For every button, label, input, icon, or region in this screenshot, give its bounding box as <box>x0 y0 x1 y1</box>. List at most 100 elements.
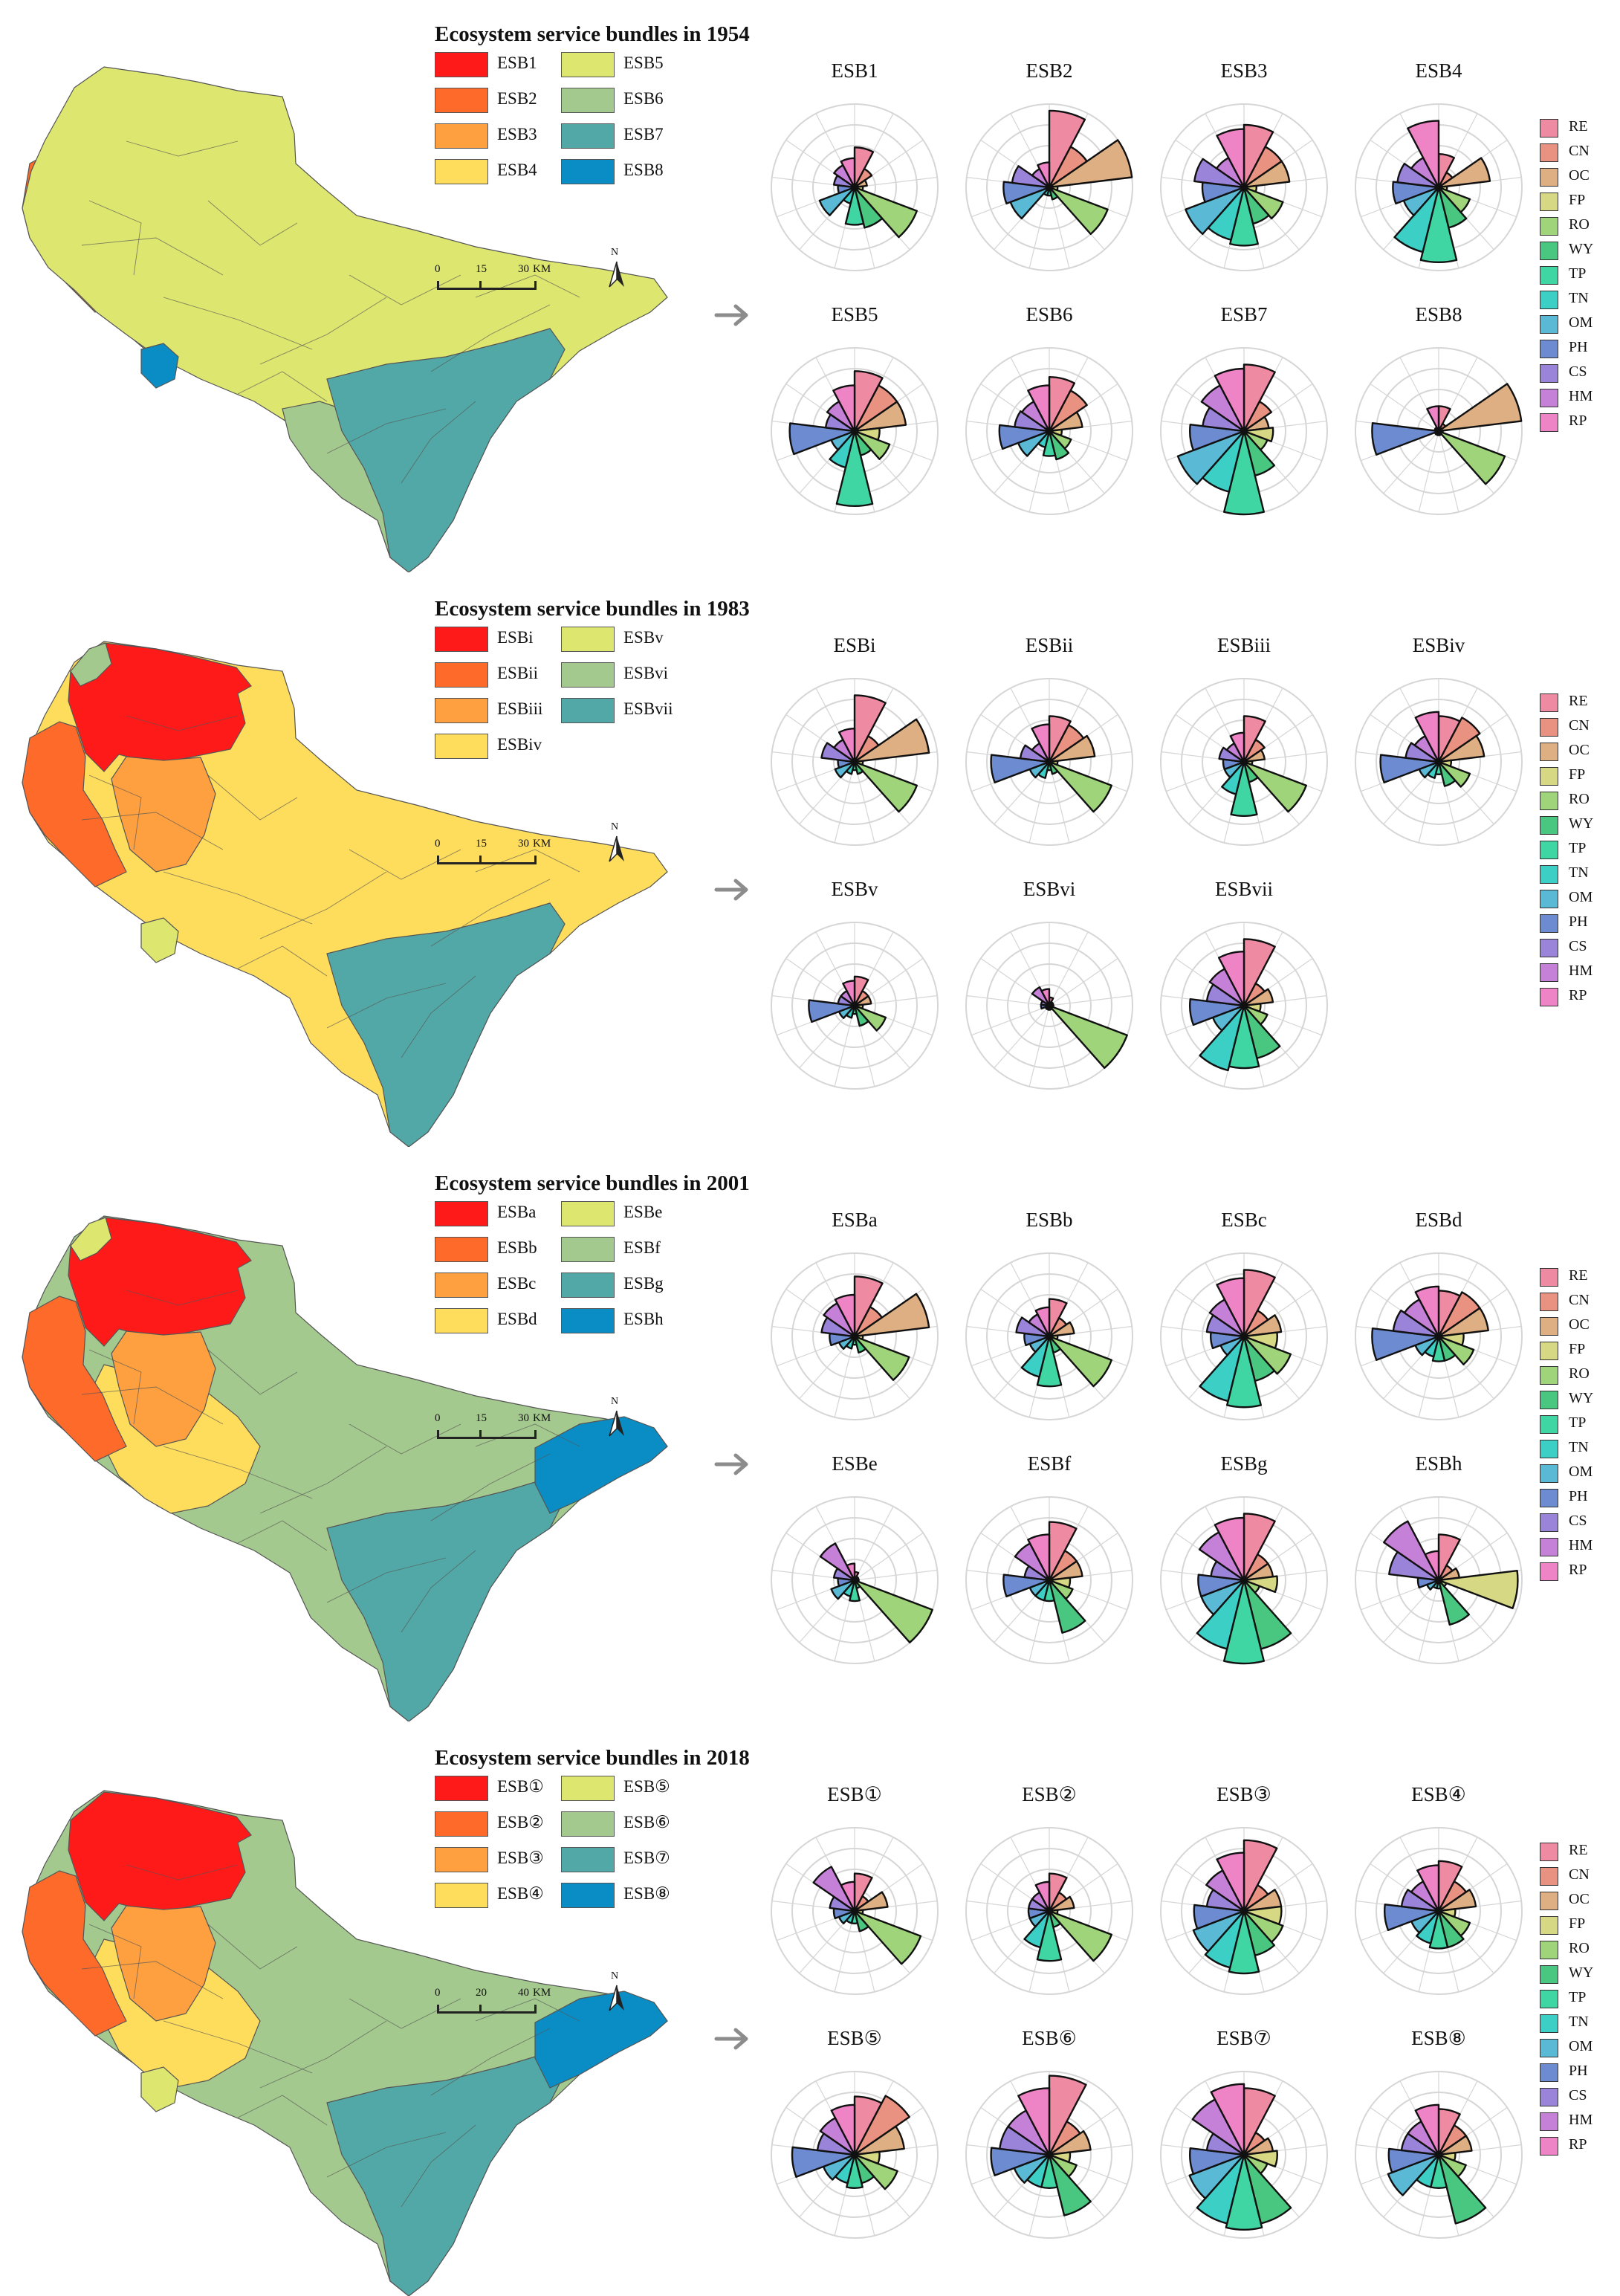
legend-item-ESB8: ESB8 <box>561 159 695 186</box>
service-label: PH <box>1569 339 1588 355</box>
rose-petal-PH <box>1384 1904 1440 1932</box>
district-boundary <box>259 1446 387 1514</box>
north-arrow-shape <box>609 1985 624 2011</box>
service-label: OM <box>1569 1464 1593 1480</box>
rose-chart-ESBc <box>1160 1252 1328 1420</box>
rose-grid-spoke <box>1049 761 1070 843</box>
legend-item-ESBc: ESBc <box>435 1272 568 1299</box>
legend-label: ESBi <box>497 628 534 647</box>
rose-chart-ESB8 <box>1355 347 1523 515</box>
rose-petal-RO <box>853 2153 898 2190</box>
bundle-legend: ESBi ESBii ESBiii ESBiv ESBv ESBvi ESBvii <box>435 627 732 775</box>
map-region-ESB② <box>22 1870 127 2037</box>
scale-label: 0 <box>435 1987 441 1999</box>
service-label: RE <box>1569 118 1588 135</box>
rose-petal-RP <box>1229 731 1245 763</box>
rose-grid-spoke <box>854 761 875 843</box>
legend-item-ESB①: ESB① <box>435 1776 568 1802</box>
service-swatch <box>1540 168 1558 187</box>
rose-grid-spoke <box>854 1569 938 1581</box>
service-legend-RE: RE <box>1540 1841 1614 1863</box>
service-legend: RE CN OC FP RO WY TP TN OM PH CS HM RP <box>1540 1267 1614 1594</box>
rose-title-ESBi: ESBi <box>833 634 876 656</box>
north-arrow-fill <box>617 836 624 861</box>
legend-swatch <box>435 1811 488 1837</box>
legend-label: ESB4 <box>497 161 537 179</box>
district-boundary <box>326 2132 447 2178</box>
rose-petal-HM <box>819 1542 856 1582</box>
scale-label: 15 <box>476 263 487 275</box>
service-label: RP <box>1569 2136 1587 2153</box>
rose-petal-WY <box>853 1004 869 1027</box>
rose-petal-HM <box>812 1866 856 1912</box>
rose-petal-TN <box>1199 1335 1245 1403</box>
service-swatch <box>1540 217 1558 236</box>
legend-label: ESBvi <box>623 664 669 682</box>
service-legend-TP: TP <box>1540 1414 1614 1436</box>
service-swatch <box>1540 315 1558 334</box>
legend-label: ESB2 <box>497 89 537 108</box>
legend-label: ESB6 <box>623 89 664 108</box>
scale-bar: 0 15 30 KM <box>435 1412 551 1454</box>
rose-petal-TP <box>1036 1909 1063 1962</box>
rose-petal-RP <box>1216 1852 1245 1912</box>
service-swatch <box>1540 1538 1558 1556</box>
service-swatch <box>1540 1293 1558 1311</box>
service-label: RE <box>1569 1267 1588 1284</box>
service-label: TN <box>1569 1439 1589 1455</box>
service-label: OM <box>1569 2038 1593 2054</box>
rose-title-ESBvi: ESBvi <box>1023 878 1076 900</box>
service-legend-FP: FP <box>1540 1340 1614 1362</box>
rose-chart-ESB⑤ <box>771 2071 939 2239</box>
service-swatch <box>1540 1440 1558 1458</box>
district-boundary <box>349 849 461 880</box>
rose-petal-CS <box>1392 1309 1440 1338</box>
service-swatch <box>1540 364 1558 383</box>
rose-petal-RP <box>840 1881 856 1912</box>
service-label: RP <box>1569 987 1587 1003</box>
service-legend-PH: PH <box>1540 1487 1614 1510</box>
district-boundary <box>237 2095 328 2126</box>
service-swatch <box>1540 266 1558 285</box>
rose-petal-HM <box>1383 1520 1440 1582</box>
north-arrow-outline <box>609 1410 618 1437</box>
rose-petal-WY <box>1048 186 1059 201</box>
north-arrow-outline <box>609 835 618 862</box>
rose-petal-WY <box>1048 2153 1092 2216</box>
rose-title-ESBc: ESBc <box>1221 1209 1267 1231</box>
rose-petal-FP <box>1242 427 1274 443</box>
legend-swatch <box>561 1776 615 1801</box>
rose-chart-ESB3 <box>1160 103 1328 271</box>
legend-swatch <box>435 1308 488 1333</box>
rose-petal-PH <box>990 754 1051 783</box>
rose-petal-RP <box>1426 405 1440 433</box>
legend-item-ESBvi: ESBvi <box>561 662 695 689</box>
map-region-ESBe <box>70 1217 112 1261</box>
district-boundary <box>326 408 447 454</box>
service-swatch <box>1540 1268 1558 1287</box>
rose-petal-RP <box>1027 1533 1051 1582</box>
rose-petal-TN <box>1020 1335 1051 1378</box>
rose-petal-PH <box>788 422 856 456</box>
rose-petal-OC <box>1242 748 1266 763</box>
district-boundary <box>207 1349 298 1395</box>
scale-label: KM <box>533 1412 551 1424</box>
rose-title-ESB8: ESB8 <box>1415 303 1462 326</box>
rose-petal-RO <box>1048 186 1109 236</box>
rose-petal-RP <box>1407 120 1440 189</box>
legend-swatch <box>435 734 488 759</box>
district-boundary <box>207 775 298 821</box>
panel-1983: Ecosystem service bundles in 1983 ESBi ESB… <box>0 597 1620 1147</box>
rose-petal-PH <box>808 999 856 1024</box>
rose-petal-CN <box>853 168 873 189</box>
legend-label: ESBvii <box>623 699 673 718</box>
rose-petal-CS <box>1400 1889 1440 1912</box>
service-legend-RO: RO <box>1540 216 1614 238</box>
bundle-legend: ESBa ESBb ESBc ESBd ESBe ESBf ESBg ESBh <box>435 1201 732 1350</box>
service-legend: RE CN OC FP RO WY TP TN OM PH CS HM RP <box>1540 692 1614 1019</box>
rose-grid-spoke <box>834 761 855 843</box>
legend-swatch <box>561 1811 615 1837</box>
service-swatch <box>1540 1941 1558 1959</box>
district-boundary <box>430 2028 551 2096</box>
rose-petal-FP <box>1437 1569 1519 1609</box>
